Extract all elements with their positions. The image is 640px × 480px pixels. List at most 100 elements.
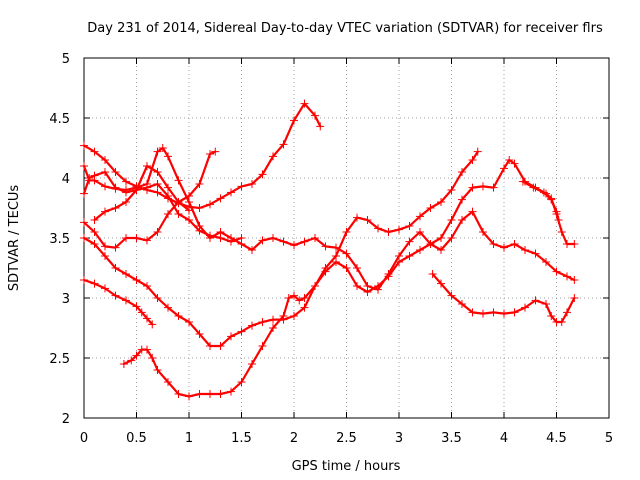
data-point	[510, 159, 519, 168]
data-point	[248, 246, 256, 254]
data-point	[206, 390, 214, 398]
data-point	[269, 152, 277, 161]
data-point	[80, 141, 88, 150]
data-point	[101, 182, 109, 191]
data-point	[557, 228, 566, 236]
data-point	[468, 156, 477, 164]
data-point	[300, 99, 309, 108]
data-point	[279, 140, 288, 149]
data-series	[80, 99, 579, 401]
data-point	[290, 312, 298, 320]
data-point	[258, 170, 267, 179]
series-line	[82, 170, 243, 243]
data-point	[437, 246, 445, 254]
data-point	[489, 240, 498, 248]
data-point	[570, 294, 579, 302]
data-point	[195, 180, 204, 188]
data-point	[101, 242, 109, 251]
data-point	[284, 294, 293, 302]
x-axis-label: GPS time / hours	[292, 459, 401, 474]
data-point	[529, 183, 538, 192]
data-point	[458, 216, 466, 224]
data-point	[122, 177, 130, 186]
data-point	[132, 302, 141, 311]
data-point	[122, 270, 130, 278]
data-point	[101, 284, 109, 293]
data-point	[111, 291, 120, 300]
data-point	[395, 225, 403, 234]
x-tick-label: 4	[500, 431, 508, 446]
data-point	[122, 234, 130, 242]
data-point	[311, 234, 319, 242]
x-tick-label: 3.5	[441, 431, 462, 446]
data-point	[521, 303, 529, 312]
data-point	[300, 237, 309, 246]
data-point	[101, 156, 109, 164]
data-point	[90, 240, 99, 248]
data-point	[216, 342, 225, 350]
data-point	[342, 249, 351, 258]
data-point	[447, 291, 456, 300]
data-point	[143, 282, 151, 290]
data-point	[489, 183, 498, 192]
data-point	[90, 171, 99, 180]
data-point	[570, 240, 579, 248]
data-point	[174, 198, 183, 206]
data-point	[363, 288, 372, 296]
data-point	[557, 318, 566, 326]
data-point	[353, 282, 361, 290]
data-point	[563, 272, 571, 281]
data-point	[164, 192, 172, 200]
data-point	[426, 204, 435, 212]
data-point	[237, 378, 246, 386]
data-point	[552, 267, 561, 276]
chart-title: Day 231 of 2014, Sidereal Day-to-day VTE…	[87, 21, 603, 36]
data-point	[552, 207, 561, 216]
data-point	[384, 228, 393, 236]
data-point	[332, 258, 340, 266]
data-point	[248, 180, 256, 188]
data-point	[185, 206, 193, 215]
y-tick-label: 4.5	[49, 112, 70, 127]
y-tick-labels: 2 2.5 3 3.5 4 4.5 5	[49, 52, 70, 427]
data-point	[185, 318, 193, 326]
data-point	[148, 354, 157, 362]
data-point	[153, 188, 162, 197]
data-point	[405, 222, 414, 230]
data-point	[216, 390, 225, 398]
data-point	[437, 234, 445, 242]
data-point	[132, 234, 141, 242]
data-point	[206, 342, 214, 350]
data-point	[405, 252, 414, 260]
data-point	[80, 276, 88, 284]
data-point	[279, 312, 288, 320]
data-point	[290, 241, 298, 250]
data-point	[384, 272, 393, 281]
data-point	[227, 237, 235, 246]
data-point	[570, 276, 579, 284]
data-point	[458, 195, 466, 204]
series-line	[122, 158, 576, 398]
data-point	[206, 150, 214, 158]
x-tick-label: 1	[185, 431, 193, 446]
data-point	[122, 296, 130, 305]
y-tick-label: 3	[62, 292, 70, 307]
data-point	[539, 188, 548, 197]
grid-lines	[84, 58, 609, 418]
data-point	[174, 390, 183, 398]
data-point	[101, 168, 109, 176]
data-point	[80, 162, 88, 170]
data-point	[500, 243, 508, 252]
data-point	[563, 240, 571, 248]
data-point	[279, 237, 288, 246]
series-s10	[518, 177, 563, 224]
data-point	[132, 276, 141, 284]
data-point	[531, 296, 540, 305]
data-point	[353, 213, 361, 222]
data-point	[321, 242, 330, 251]
data-point	[164, 378, 172, 386]
data-point	[90, 216, 99, 224]
data-point	[353, 264, 361, 272]
data-point	[153, 168, 162, 176]
